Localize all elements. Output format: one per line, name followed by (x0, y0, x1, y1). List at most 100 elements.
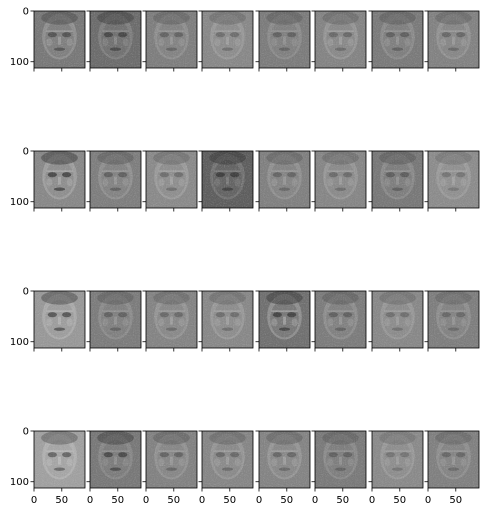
axes-frame (427, 150, 480, 209)
face-image (202, 291, 253, 348)
face-image (202, 431, 253, 488)
panel-r0-c2 (142, 10, 198, 72)
panel-r0-c0: 0 100 (10, 7, 86, 72)
panel-r3-c7: 0 50 (424, 430, 480, 506)
panel-r3-c5: 0 50 (311, 430, 367, 506)
panel-r3-c4: 0 50 (255, 430, 311, 506)
x-tick-label: 0 (425, 495, 431, 506)
axes-frame (258, 290, 311, 349)
axes-frame (89, 10, 142, 69)
axes-frame (371, 150, 424, 209)
panel-r0-c6 (368, 10, 424, 72)
panel-r0-c1 (86, 10, 142, 72)
x-tick-label: 0 (31, 495, 37, 506)
axes-frame (89, 150, 142, 209)
panel-r3-c1: 0 50 (86, 430, 142, 506)
panel-r0-c3 (198, 10, 254, 72)
axes-frame (145, 290, 198, 349)
axes-frame (314, 10, 367, 69)
face-image (259, 291, 310, 348)
panel-r1-c5 (311, 150, 367, 212)
x-tick-label: 50 (167, 495, 180, 506)
face-image (34, 151, 85, 208)
panel-r2-c1 (86, 290, 142, 352)
face-image (259, 431, 310, 488)
axes-frame (258, 150, 311, 209)
panel-r1-c6 (368, 150, 424, 212)
face-image (90, 151, 141, 208)
x-tick-label: 0 (199, 495, 205, 506)
axes-frame (33, 290, 86, 349)
axes-frame (201, 290, 254, 349)
x-tick-label: 50 (223, 495, 236, 506)
face-image (428, 431, 479, 488)
x-tick-label: 50 (336, 495, 349, 506)
x-tick-label: 0 (143, 495, 149, 506)
face-image (428, 291, 479, 348)
face-image (146, 291, 197, 348)
panel-r2-c3 (198, 290, 254, 352)
face-image (428, 11, 479, 68)
axes-frame (201, 430, 254, 489)
y-tick-label: 100 (10, 197, 29, 208)
face-image (90, 431, 141, 488)
panel-r1-c4 (255, 150, 311, 212)
axes-frame (145, 150, 198, 209)
face-image (372, 151, 423, 208)
y-tick-label: 0 (23, 427, 29, 438)
axes-frame (33, 150, 86, 209)
face-image (372, 431, 423, 488)
y-tick-label: 0 (23, 287, 29, 298)
x-tick-label: 0 (87, 495, 93, 506)
panel-r1-c3 (198, 150, 254, 212)
y-tick-label: 0 (23, 147, 29, 158)
panel-r1-c2 (142, 150, 198, 212)
panel-r2-c5 (311, 290, 367, 352)
axes-frame (89, 430, 142, 489)
x-tick-label: 0 (369, 495, 375, 506)
axes-frame (427, 290, 480, 349)
axes-frame (314, 430, 367, 489)
panel-r3-c3: 0 50 (198, 430, 254, 506)
y-tick-label: 0 (23, 7, 29, 18)
axes-frame (371, 290, 424, 349)
axes-frame (145, 430, 198, 489)
face-image (90, 291, 141, 348)
panel-r2-c0: 0 100 (10, 287, 86, 352)
face-image (34, 291, 85, 348)
panel-r3-c6: 0 50 (368, 430, 424, 506)
axes-frame (314, 290, 367, 349)
panel-r1-c7 (424, 150, 480, 212)
panel-r3-c2: 0 50 (142, 430, 198, 506)
face-image (259, 151, 310, 208)
x-tick-label: 50 (55, 495, 68, 506)
axes-frame (201, 150, 254, 209)
x-tick-label: 50 (449, 495, 462, 506)
axes-frame (427, 430, 480, 489)
face-image (146, 11, 197, 68)
face-image (315, 431, 366, 488)
axes-frame (33, 430, 86, 489)
face-image (315, 11, 366, 68)
face-image (259, 11, 310, 68)
axes-frame (33, 10, 86, 69)
x-tick-label: 50 (393, 495, 406, 506)
face-image (315, 151, 366, 208)
axes-frame (258, 10, 311, 69)
face-image (372, 291, 423, 348)
y-tick-label: 100 (10, 57, 29, 68)
axes-frame (314, 150, 367, 209)
x-tick-label: 0 (256, 495, 262, 506)
panel-r1-c0: 0 100 (10, 147, 86, 212)
panel-r2-c7 (424, 290, 480, 352)
face-image (315, 291, 366, 348)
x-tick-label: 50 (111, 495, 124, 506)
panel-r0-c4 (255, 10, 311, 72)
y-tick-label: 100 (10, 477, 29, 488)
face-image (146, 431, 197, 488)
x-tick-label: 50 (280, 495, 293, 506)
face-image (202, 11, 253, 68)
